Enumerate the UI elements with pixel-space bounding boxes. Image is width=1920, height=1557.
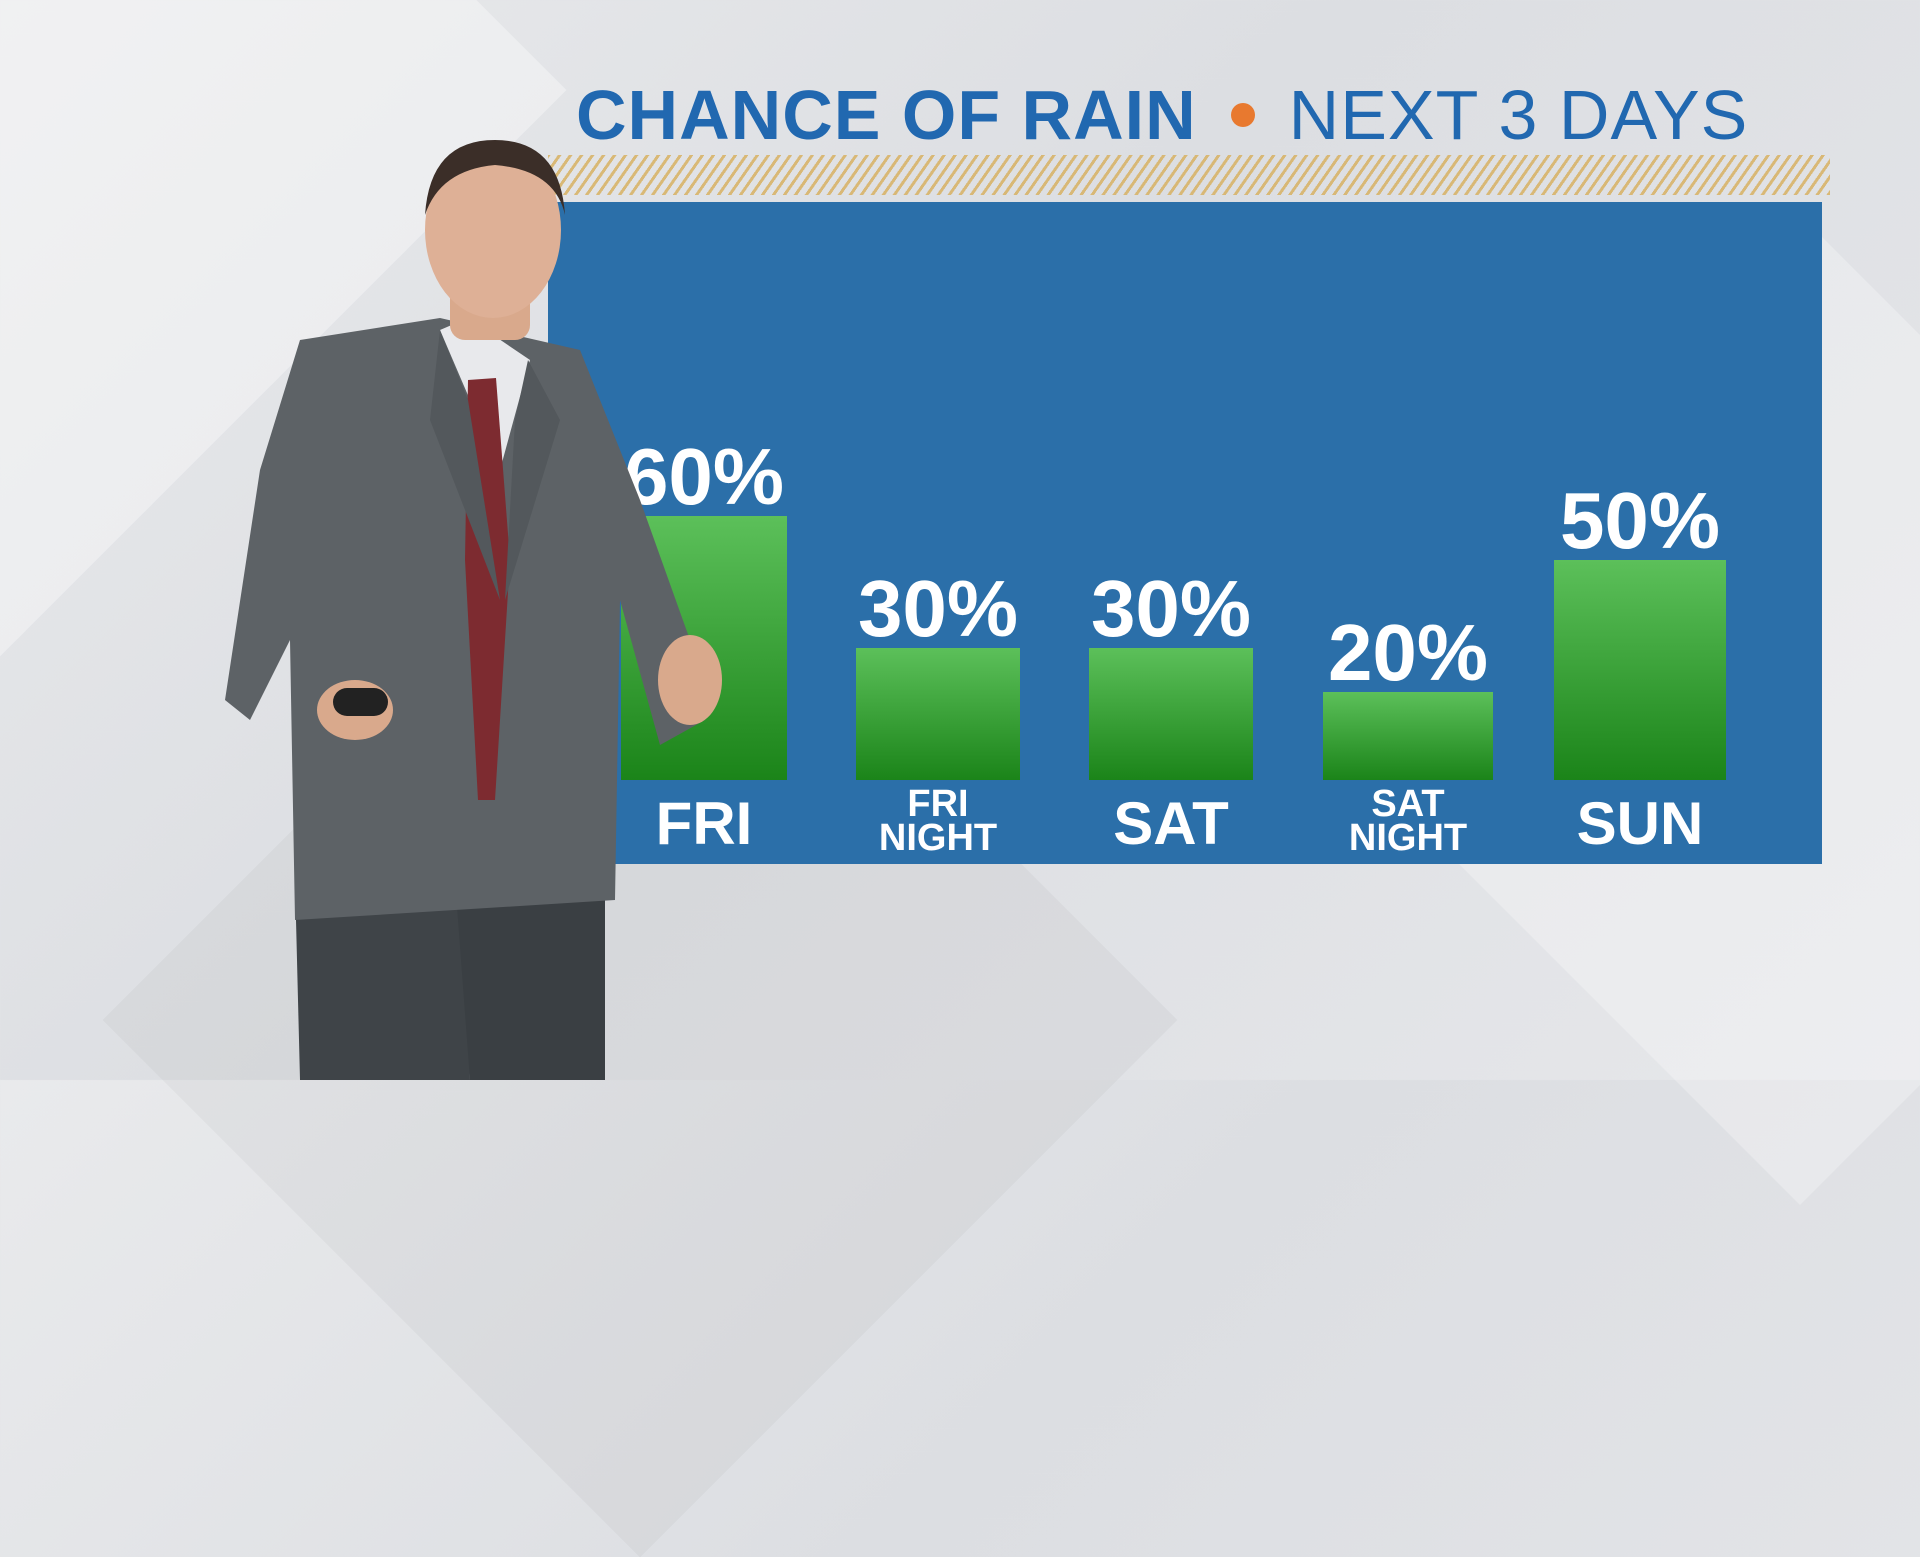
chart-panel: 60% FRI 30% FRI NIGHT 30% SAT 20% SAT NIGHT 50% SUN: [548, 202, 1822, 864]
category-label: NIGHT: [879, 817, 997, 859]
bar-sun: [1554, 560, 1726, 780]
chart-title: CHANCE OF RAIN NEXT 3 DAYS: [576, 70, 1748, 160]
bar-sat: [1089, 648, 1253, 780]
decorative-stripe: [548, 155, 1830, 195]
title-main: CHANCE OF RAIN: [576, 76, 1197, 154]
category-label: SAT: [1113, 790, 1229, 857]
category-label: FRI: [656, 790, 753, 857]
title-separator-dot: [1230, 103, 1255, 127]
data-label: 30%: [1091, 564, 1251, 653]
category-label: FRI: [907, 783, 968, 825]
data-label: 60%: [624, 432, 784, 521]
bar-fri-night: [856, 648, 1020, 780]
bar-fri: [621, 516, 787, 780]
data-label: 50%: [1560, 476, 1720, 565]
title-sub: NEXT 3 DAYS: [1288, 76, 1749, 154]
category-label: NIGHT: [1349, 817, 1467, 859]
category-label: SAT: [1371, 783, 1444, 825]
bar-sat-night: [1323, 692, 1493, 780]
data-label: 30%: [858, 564, 1018, 653]
data-label: 20%: [1328, 608, 1488, 697]
category-label: SUN: [1577, 790, 1704, 857]
background-shape: [0, 0, 567, 727]
